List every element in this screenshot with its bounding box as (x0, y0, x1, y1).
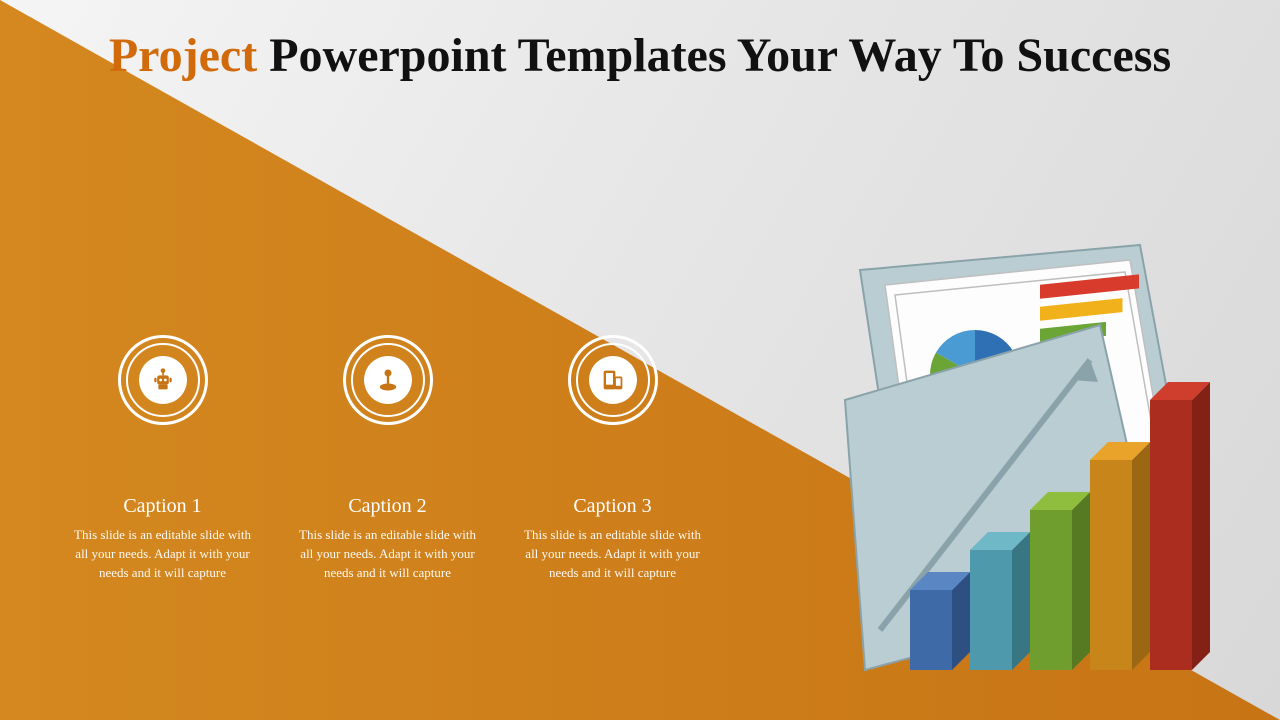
caption-1: Caption 1 This slide is an editable slid… (70, 335, 255, 583)
icon-ring-1 (118, 335, 208, 425)
caption-2-body: This slide is an editable slide with all… (295, 526, 480, 583)
icon-ring-2 (343, 335, 433, 425)
icon-ring-3 (568, 335, 658, 425)
caption-1-body: This slide is an editable slide with all… (70, 526, 255, 583)
devices-icon (589, 356, 637, 404)
slide: Project Powerpoint Templates Your Way To… (0, 0, 1280, 720)
robot-icon (139, 356, 187, 404)
caption-3-heading: Caption 3 (520, 495, 705, 518)
caption-3: Caption 3 This slide is an editable slid… (520, 335, 705, 583)
folder-chart-graphic (800, 230, 1240, 690)
caption-3-body: This slide is an editable slide with all… (520, 526, 705, 583)
slide-title: Project Powerpoint Templates Your Way To… (0, 28, 1280, 83)
caption-2-heading: Caption 2 (295, 495, 480, 518)
captions-row: Caption 1 This slide is an editable slid… (70, 335, 705, 583)
title-rest: Powerpoint Templates Your Way To Success (257, 29, 1171, 82)
joystick-icon (364, 356, 412, 404)
caption-2: Caption 2 This slide is an editable slid… (295, 335, 480, 583)
title-accent: Project (109, 29, 257, 82)
caption-1-heading: Caption 1 (70, 495, 255, 518)
